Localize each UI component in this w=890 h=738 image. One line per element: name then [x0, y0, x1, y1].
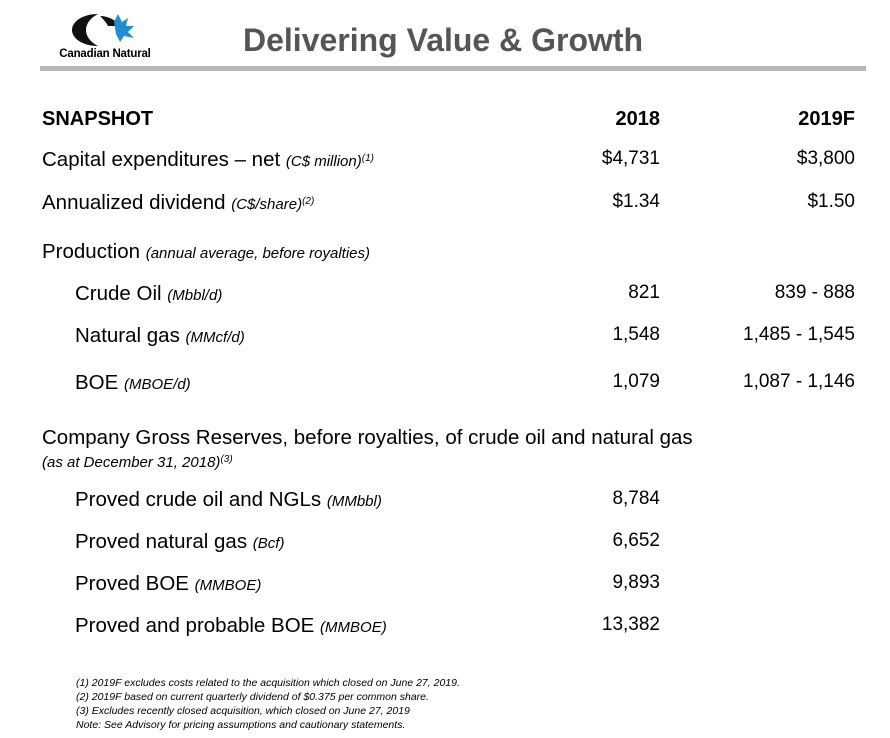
proved-crude-unit: (MMbbl)	[326, 493, 382, 510]
row-label: Proved crude oil and NGLs (MMbbl)	[75, 488, 382, 512]
row-label: Crude Oil (Mbbl/d)	[75, 282, 222, 306]
reserves-footnote-ref: (3)	[220, 454, 233, 465]
gas-unit: (MMcf/d)	[185, 329, 245, 346]
reserves-label: Company Gross Reserves, before royalties…	[42, 426, 693, 449]
boe-2019f: 1,087 - 1,146	[743, 371, 855, 392]
proved-gas-2018: 6,652	[612, 530, 660, 551]
table-row-reserves-subtitle: (as at December 31, 2018)(3)	[0, 454, 890, 474]
proved-boe-label: Proved BOE	[75, 572, 189, 595]
crude-2018: 821	[628, 282, 660, 303]
table-row-capex: Capital expenditures – net (C$ million)(…	[0, 148, 890, 176]
footnote-2: (2) 2019F based on current quarterly div…	[76, 691, 429, 703]
production-unit: (annual average, before royalties)	[145, 245, 371, 262]
proved-gas-unit: (Bcf)	[252, 535, 285, 552]
row-label: BOE (MBOE/d)	[75, 371, 191, 395]
table-header-row: SNAPSHOT 2018 2019F	[0, 108, 890, 136]
proved-gas-label: Proved natural gas	[75, 530, 248, 553]
row-label: Proved BOE (MMBOE)	[75, 572, 261, 596]
column-header-2019f: 2019F	[798, 108, 855, 130]
footnote-note: Note: See Advisory for pricing assumptio…	[76, 719, 406, 731]
proved-crude-2018: 8,784	[612, 488, 660, 509]
capex-footnote-ref: (1)	[361, 153, 374, 164]
page-title: Delivering Value & Growth	[243, 22, 644, 58]
gas-2018: 1,548	[612, 324, 660, 345]
company-logo: Canadian Natural	[46, 12, 164, 64]
table-row-proved-probable-boe: Proved and probable BOE (MMBOE) 13,382	[0, 614, 890, 642]
crude-unit: (Mbbl/d)	[167, 287, 223, 304]
table-row-dividend: Annualized dividend (C$/share)(2) $1.34 …	[0, 191, 890, 219]
boe-unit: (MBOE/d)	[124, 376, 191, 393]
table-row-proved-gas: Proved natural gas (Bcf) 6,652	[0, 530, 890, 558]
reserves-sub-text: (as at December 31, 2018)	[42, 454, 221, 471]
dividend-label: Annualized dividend	[42, 191, 226, 214]
slide-header: Canadian Natural Delivering Value & Grow…	[0, 0, 890, 80]
capex-unit: (C$ million)(1)	[286, 153, 374, 170]
proved-crude-label: Proved crude oil and NGLs	[75, 488, 322, 511]
row-label: Natural gas (MMcf/d)	[75, 324, 245, 348]
dividend-unit: (C$/share)(2)	[231, 196, 314, 213]
table-row-natural-gas: Natural gas (MMcf/d) 1,548 1,485 - 1,545	[0, 324, 890, 352]
row-label: Proved natural gas (Bcf)	[75, 530, 284, 554]
row-label: Production (annual average, before royal…	[42, 240, 370, 264]
logo-text: Canadian Natural	[59, 48, 151, 60]
footnotes: (1) 2019F excludes costs related to the …	[76, 676, 460, 732]
pp-boe-2018: 13,382	[601, 614, 660, 635]
dividend-2019f: $1.50	[807, 191, 855, 212]
proved-boe-unit: (MMBOE)	[194, 577, 262, 594]
reserves-subtitle: (as at December 31, 2018)(3)	[42, 454, 233, 471]
boe-2018: 1,079	[612, 371, 660, 392]
footnote-3: (3) Excludes recently closed acquisition…	[76, 705, 410, 717]
capex-unit-text: (C$ million)	[285, 153, 362, 170]
table-row-proved-boe: Proved BOE (MMBOE) 9,893	[0, 572, 890, 600]
section-label: SNAPSHOT	[42, 108, 154, 130]
table-row-production: Production (annual average, before royal…	[0, 240, 890, 268]
table-row-reserves: Company Gross Reserves, before royalties…	[0, 426, 890, 454]
table-row-proved-crude: Proved crude oil and NGLs (MMbbl) 8,784	[0, 488, 890, 516]
capex-2019f: $3,800	[796, 148, 855, 169]
row-label: Proved and probable BOE (MMBOE)	[75, 614, 387, 638]
column-header-2018: 2018	[615, 108, 661, 130]
dividend-2018: $1.34	[612, 191, 660, 212]
proved-boe-2018: 9,893	[612, 572, 660, 593]
row-label: Annualized dividend (C$/share)(2)	[42, 191, 314, 215]
footnote-1: (1) 2019F excludes costs related to the …	[76, 677, 460, 689]
gas-label: Natural gas	[75, 324, 180, 347]
title-divider	[40, 66, 866, 71]
capex-2018: $4,731	[601, 148, 660, 169]
crude-2019f: 839 - 888	[774, 282, 855, 303]
production-label: Production	[42, 240, 141, 263]
gas-2019f: 1,485 - 1,545	[743, 324, 855, 345]
pp-boe-label: Proved and probable BOE	[75, 614, 315, 637]
capex-label: Capital expenditures – net	[42, 148, 281, 171]
dividend-footnote-ref: (2)	[302, 196, 315, 207]
dividend-unit-text: (C$/share)	[231, 196, 303, 213]
table-row-boe: BOE (MBOE/d) 1,079 1,087 - 1,146	[0, 371, 890, 399]
row-label: Capital expenditures – net (C$ million)(…	[42, 148, 374, 172]
pp-boe-unit: (MMBOE)	[320, 619, 387, 636]
boe-label: BOE	[75, 371, 119, 394]
crude-label: Crude Oil	[75, 282, 162, 305]
table-row-crude-oil: Crude Oil (Mbbl/d) 821 839 - 888	[0, 282, 890, 310]
logo-mark-icon	[72, 14, 134, 46]
